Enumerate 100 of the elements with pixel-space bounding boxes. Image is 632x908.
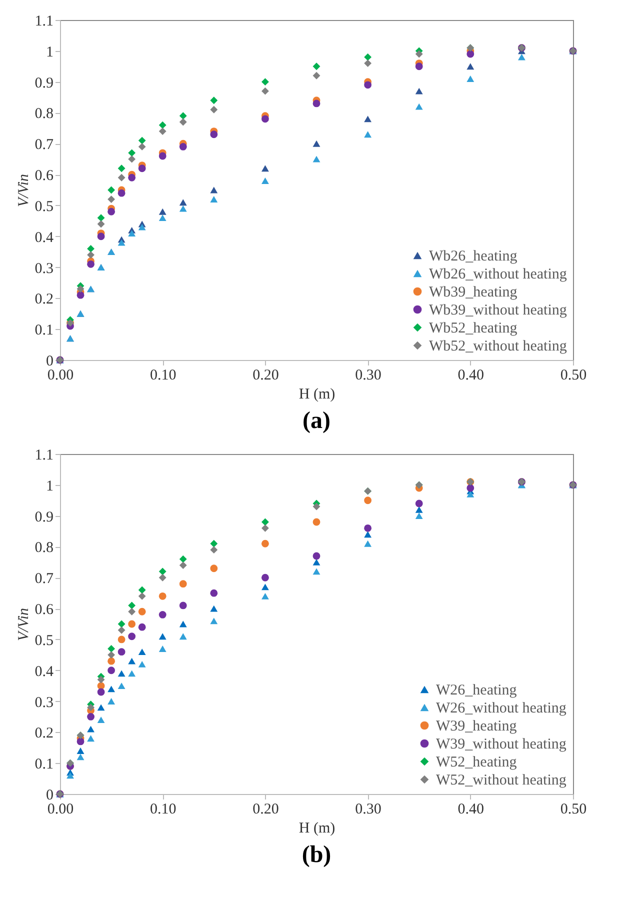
point — [261, 87, 269, 95]
point — [108, 208, 116, 216]
point — [108, 196, 116, 203]
point — [118, 164, 126, 172]
point — [97, 688, 105, 696]
legend-label: W39_heating — [436, 718, 518, 734]
point — [128, 620, 136, 628]
point — [312, 156, 320, 162]
point — [87, 251, 94, 259]
point — [158, 568, 166, 576]
point — [158, 208, 166, 215]
point — [179, 205, 187, 212]
point — [312, 568, 320, 575]
y-tick-label: 0.8 — [34, 106, 54, 122]
y-tick-label: 0.3 — [34, 260, 54, 277]
point — [261, 574, 269, 582]
y-tick-label: 0.1 — [34, 756, 54, 773]
point — [76, 754, 84, 760]
point — [76, 738, 84, 746]
point — [179, 555, 187, 563]
x-tick-label: 0.50 — [560, 802, 587, 818]
point — [210, 96, 218, 104]
point — [97, 232, 105, 240]
point — [87, 735, 94, 742]
y-tick-label: 0.1 — [34, 322, 54, 339]
point — [261, 524, 269, 532]
y-tick-label: 0.5 — [34, 632, 54, 649]
point — [138, 143, 146, 150]
point — [466, 490, 474, 498]
point — [466, 63, 474, 70]
point — [138, 592, 146, 600]
point — [210, 196, 218, 202]
legend-label: Wb39_heating — [429, 284, 518, 300]
point — [261, 584, 269, 590]
point — [261, 540, 269, 548]
x-tick-label: 0.30 — [355, 802, 382, 818]
point — [415, 500, 423, 508]
point — [210, 564, 218, 572]
point — [261, 115, 269, 123]
point — [138, 224, 146, 230]
point — [415, 506, 423, 513]
point — [158, 646, 166, 652]
x-tick-label: 0.40 — [458, 368, 484, 384]
y-tick-label: 0 — [46, 354, 54, 370]
point — [138, 623, 146, 631]
x-tick-label: 0.30 — [355, 368, 382, 384]
point — [179, 580, 187, 588]
point — [128, 658, 136, 664]
point — [210, 540, 218, 548]
point — [261, 178, 269, 184]
point — [118, 189, 126, 197]
point — [108, 698, 116, 704]
point — [138, 648, 146, 656]
point — [179, 199, 187, 206]
point — [87, 704, 94, 712]
point — [179, 562, 187, 569]
point — [466, 76, 474, 82]
x-tick-label: 0.00 — [47, 368, 74, 384]
point — [179, 112, 187, 120]
point — [158, 214, 166, 222]
legend-label: Wb52_heating — [429, 320, 518, 336]
point — [415, 62, 423, 70]
point — [210, 605, 218, 612]
text: (b) — [302, 842, 332, 868]
point — [66, 772, 74, 779]
point — [118, 174, 126, 182]
point — [312, 558, 320, 566]
point — [312, 502, 320, 510]
point — [179, 602, 187, 610]
point — [210, 106, 218, 114]
point — [158, 152, 166, 160]
y-tick-label: 0.9 — [34, 75, 54, 92]
point — [128, 155, 136, 163]
point — [312, 518, 320, 526]
point — [364, 540, 372, 547]
legend-label: Wb26_heating — [429, 248, 518, 264]
point — [76, 285, 84, 293]
point — [210, 589, 218, 597]
y-tick-label: 0.9 — [34, 509, 54, 526]
point — [128, 174, 136, 182]
point — [312, 140, 320, 147]
point — [97, 704, 105, 711]
point — [118, 682, 126, 690]
point — [76, 291, 84, 299]
point — [108, 666, 116, 674]
point — [518, 54, 526, 60]
point — [128, 632, 136, 640]
y-tick-label: 0.3 — [34, 694, 54, 711]
y-tick-label: 0.7 — [34, 571, 54, 588]
point — [97, 220, 105, 228]
point — [87, 726, 94, 732]
point — [128, 608, 136, 616]
y-tick-label: 1.1 — [34, 14, 54, 30]
point — [179, 633, 187, 640]
point — [108, 686, 116, 692]
y-tick-label: 0 — [46, 788, 54, 804]
point — [261, 78, 269, 86]
point — [87, 245, 94, 252]
point — [364, 60, 372, 67]
y-axis-title: V/Vin — [16, 608, 32, 642]
